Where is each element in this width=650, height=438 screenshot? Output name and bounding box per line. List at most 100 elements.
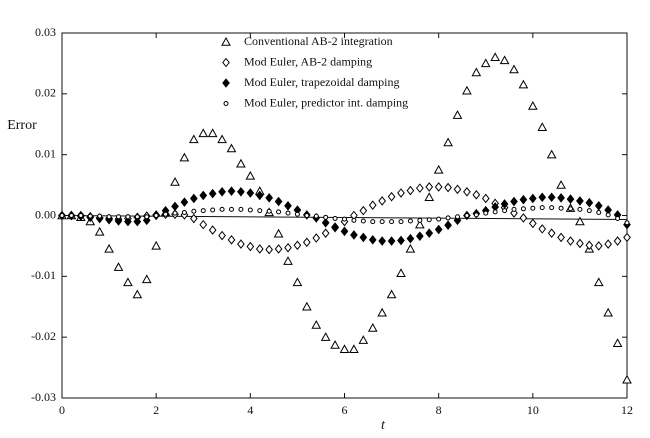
data-point: [527, 100, 538, 110]
data-point: [434, 224, 443, 235]
data-point: [538, 192, 547, 203]
data-point: [106, 214, 112, 220]
data-point: [379, 219, 385, 225]
y-tick-label: 0.02: [35, 86, 56, 100]
data-point: [500, 199, 509, 209]
y-tick-label: 0.00: [35, 207, 56, 221]
data-point: [528, 218, 537, 229]
data-point: [473, 212, 479, 218]
data-point: [453, 184, 462, 195]
data-point: [586, 208, 592, 214]
x-axis-label: t: [381, 418, 386, 433]
x-tick-label: 0: [59, 403, 65, 417]
data-point: [414, 219, 425, 229]
data-point: [510, 196, 518, 207]
data-point: [367, 323, 378, 332]
data-point: [511, 206, 517, 212]
data-point: [594, 241, 603, 251]
data-point: [397, 188, 405, 198]
data-point: [181, 209, 187, 215]
data-point: [125, 214, 131, 220]
data-point: [133, 216, 142, 227]
data-point: [406, 233, 415, 244]
data-point: [360, 218, 366, 224]
data-point: [227, 186, 236, 196]
data-point: [293, 240, 302, 251]
data-point: [302, 237, 311, 248]
data-point: [445, 215, 451, 221]
data-point: [339, 344, 350, 354]
data-point: [114, 216, 123, 226]
data-point: [386, 289, 397, 299]
data-point: [359, 232, 368, 243]
data-point: [605, 212, 611, 218]
data-point: [406, 185, 415, 196]
data-point: [218, 186, 226, 197]
data-point: [519, 213, 528, 223]
data-point: [132, 289, 143, 299]
data-point: [520, 206, 526, 212]
data-point: [320, 332, 331, 341]
data-point: [274, 244, 283, 254]
data-point: [349, 344, 359, 354]
y-axis-label: Error: [7, 118, 37, 133]
data-point: [443, 137, 453, 147]
data-point: [538, 224, 547, 234]
legend-marker: [221, 36, 231, 46]
data-point: [519, 194, 528, 205]
data-point: [237, 239, 245, 249]
data-point: [179, 152, 190, 162]
data-point: [172, 210, 178, 216]
data-point: [387, 236, 396, 246]
data-point: [207, 128, 218, 138]
data-point: [464, 213, 470, 218]
legend-label: Mod Euler, predictor int. damping: [244, 95, 408, 109]
data-point: [199, 190, 208, 201]
data-point: [292, 277, 303, 287]
data-point: [359, 205, 368, 216]
data-point: [311, 319, 322, 329]
data-point: [274, 196, 283, 207]
legend-marker: [222, 78, 230, 88]
data-point: [219, 206, 225, 212]
data-point: [104, 243, 114, 253]
data-point: [417, 217, 423, 223]
y-tick-label: -0.02: [31, 329, 56, 343]
data-point: [518, 79, 529, 89]
data-point: [576, 238, 584, 249]
data-point: [124, 216, 132, 227]
data-point: [471, 67, 482, 77]
data-point: [180, 197, 189, 207]
data-point: [452, 110, 463, 119]
data-point: [321, 217, 330, 228]
data-point: [265, 244, 274, 255]
data-point: [332, 216, 338, 222]
data-point: [585, 197, 594, 208]
data-point: [398, 219, 404, 225]
data-point: [247, 207, 253, 213]
legend-label: Conventional AB-2 integration: [244, 34, 393, 48]
data-point: [226, 143, 237, 153]
x-tick-label: 10: [527, 403, 539, 417]
data-point: [576, 196, 584, 206]
data-point: [594, 200, 603, 211]
data-point: [389, 219, 395, 225]
data-point: [537, 122, 548, 131]
data-point: [283, 256, 293, 265]
data-point: [396, 268, 406, 277]
data-point: [603, 307, 614, 317]
data-point: [499, 55, 510, 65]
x-tick-label: 2: [153, 403, 159, 417]
data-point: [463, 186, 471, 197]
data-point: [425, 228, 434, 238]
data-point: [340, 226, 349, 237]
data-point: [68, 213, 74, 218]
data-point: [377, 307, 388, 317]
data-point: [557, 232, 565, 243]
data-point: [425, 182, 434, 192]
data-point: [208, 188, 217, 199]
data-point: [433, 164, 444, 174]
data-point: [351, 217, 357, 223]
